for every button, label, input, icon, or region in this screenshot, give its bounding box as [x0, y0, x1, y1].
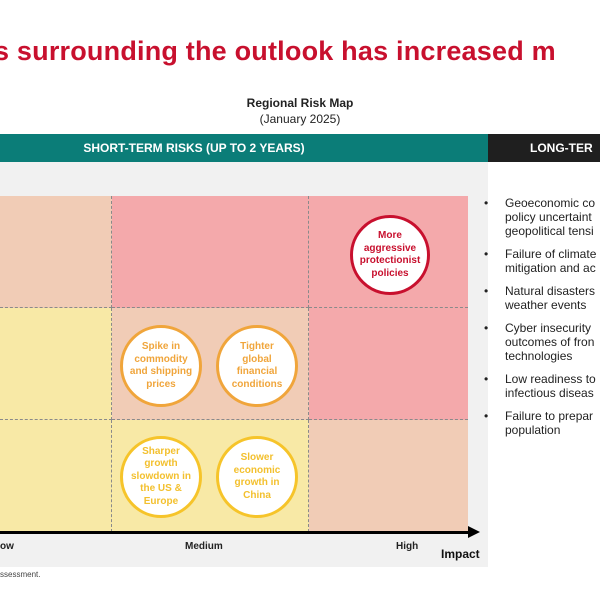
list-item: • Low readiness to infectious diseas: [484, 372, 600, 400]
long-term-risk-text: Failure to prepar population: [505, 409, 594, 437]
impact-axis-arrow-icon: [468, 526, 480, 538]
slide-title: s surrounding the outlook has increased …: [0, 36, 556, 66]
list-item: • Natural disasters weather events: [484, 284, 600, 312]
bullet-icon: •: [484, 196, 489, 210]
risk-bubble-label: Tighter global financial conditions: [231, 341, 283, 390]
matrix-cell: [0, 308, 112, 420]
risk-bubble-label: Sharper growth slowdown in the US & Euro…: [131, 445, 191, 507]
long-term-header-label: LONG-TER: [530, 141, 593, 155]
risk-bubble-commodity-prices: Spike in commodity and shipping prices: [120, 325, 202, 407]
long-term-risk-text: Geoeconomic co policy uncertaint geopoli…: [505, 196, 596, 238]
source-note: ssessment.: [0, 570, 41, 579]
risk-bubble-us-europe-slowdown: Sharper growth slowdown in the US & Euro…: [120, 436, 202, 518]
impact-tick-low: ow: [0, 541, 14, 552]
impact-tick-medium: Medium: [185, 541, 223, 552]
risk-bubble-financial-conditions: Tighter global financial conditions: [216, 325, 298, 407]
impact-axis-label: Impact: [441, 547, 480, 561]
short-term-header-label: SHORT-TERM RISKS (UP TO 2 YEARS): [83, 141, 305, 155]
impact-axis: [0, 531, 470, 534]
matrix-cell: [112, 196, 309, 308]
risk-bubble-label: Slower economic growth in China: [233, 452, 281, 501]
bullet-icon: •: [484, 247, 489, 261]
long-term-risk-text: Low readiness to infectious diseas: [505, 372, 596, 400]
risk-bubble-protectionism: More aggressive protectionist policies: [350, 215, 430, 295]
matrix-cell: [0, 420, 112, 532]
long-term-risk-list: • Geoeconomic co policy uncertaint geopol…: [484, 196, 600, 446]
list-item: • Geoeconomic co policy uncertaint geopol…: [484, 196, 600, 238]
long-term-header: LONG-TER: [488, 134, 600, 162]
list-item: • Failure to prepar population: [484, 409, 600, 437]
risk-bubble-china-growth: Slower economic growth in China: [216, 436, 298, 518]
list-item: • Failure of climate mitigation and ac: [484, 247, 600, 275]
list-item: • Cyber insecurity outcomes of fron techn…: [484, 321, 600, 363]
short-term-header: SHORT-TERM RISKS (UP TO 2 YEARS): [0, 134, 488, 162]
risk-bubble-label: Spike in commodity and shipping prices: [129, 341, 193, 390]
bullet-icon: •: [484, 372, 489, 386]
matrix-cell: [309, 420, 468, 532]
risk-map-title: Regional Risk Map: [246, 96, 354, 110]
long-term-risk-text: Natural disasters weather events: [505, 284, 596, 312]
risk-map-date: (January 2025): [259, 112, 341, 126]
matrix-cell: [309, 308, 468, 420]
long-term-risk-text: Failure of climate mitigation and ac: [505, 247, 597, 275]
risk-bubble-label: More aggressive protectionist policies: [359, 230, 421, 279]
bullet-icon: •: [484, 321, 489, 335]
matrix-cell: [0, 196, 112, 308]
long-term-risk-text: Cyber insecurity outcomes of fron techno…: [505, 321, 595, 363]
risk-matrix-grid: [0, 196, 468, 532]
bullet-icon: •: [484, 409, 489, 423]
bullet-icon: •: [484, 284, 489, 298]
impact-tick-high: High: [396, 541, 419, 552]
